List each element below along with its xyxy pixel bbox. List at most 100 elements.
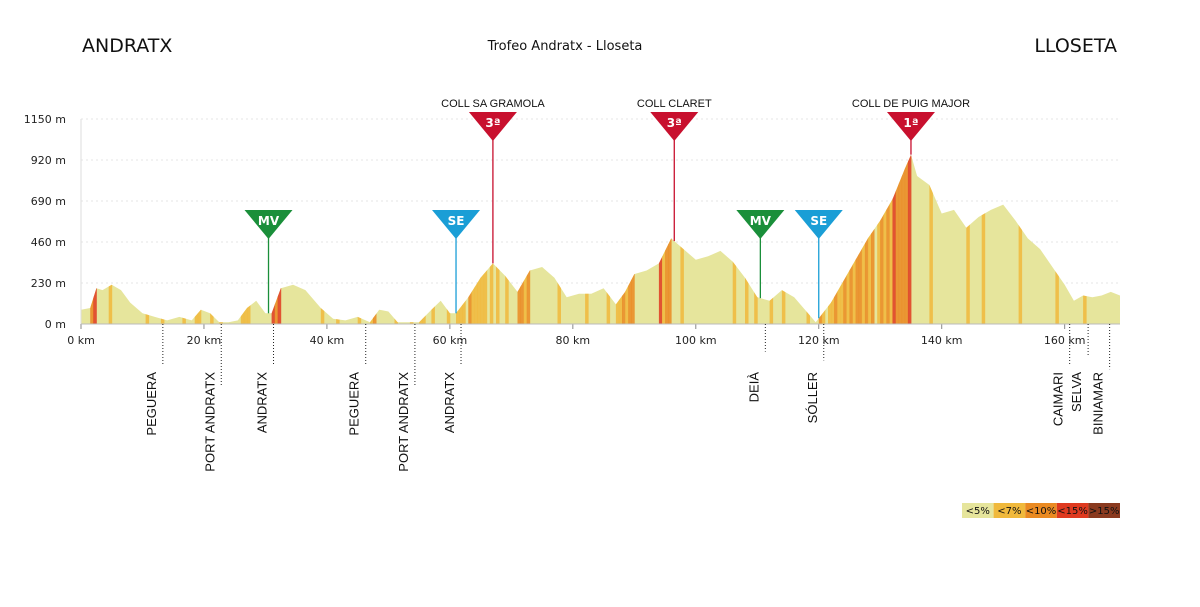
grade-stripe [557, 154, 561, 324]
grade-stripe [877, 154, 881, 324]
climb-marker: 3ª COLL CLARET [637, 98, 712, 242]
grade-stripe [929, 154, 933, 324]
sprint-triangle [736, 210, 785, 239]
sprint-label: SE [448, 214, 465, 228]
legend-swatch [962, 503, 994, 518]
legend-swatch [1088, 503, 1120, 518]
grade-stripe [981, 154, 986, 324]
place-marker: SÓLLER [805, 324, 825, 423]
legend-label: >15% [1089, 506, 1120, 517]
grade-stripe [1018, 154, 1023, 324]
grade-stripe [901, 154, 906, 324]
climb-name-label: COLL DE PUIG MAJOR [852, 98, 970, 110]
axes: 0 m 230 m 460 m 690 m 920 m 1150 m 0 km 20 km 40… [24, 113, 1120, 347]
y-tick-label: 920 m [31, 154, 66, 167]
sprint-marker: SE [432, 210, 481, 314]
legend-item: <15% [1056, 503, 1089, 518]
place-marker: BINIAMAR [1091, 324, 1111, 435]
sprint-marker: SE [794, 210, 843, 319]
place-label: PEGUERA [347, 372, 362, 436]
place-label: PORT ANDRATX [202, 372, 217, 472]
y-tick-label: 690 m [31, 195, 66, 208]
x-tick-label: 0 km [67, 334, 95, 347]
grade-stripe [852, 154, 857, 324]
place-label: PEGUERA [144, 372, 159, 436]
grade-stripe [867, 154, 872, 324]
grade-stripe [883, 154, 887, 324]
legend-swatch [993, 503, 1026, 518]
place-marker: PORT ANDRATX [202, 324, 222, 472]
legend-label: <5% [966, 506, 990, 517]
climb-category-label: 3ª [667, 116, 682, 130]
grade-stripe [904, 154, 909, 324]
climb-name-label: COLL CLARET [637, 98, 712, 110]
grade-stripe [197, 154, 202, 324]
place-label: ANDRATX [442, 372, 457, 433]
grade-legend: <5% <7% <10% <15% >15% [962, 503, 1120, 518]
legend-item: <10% [1025, 503, 1057, 518]
climb-marker: 1ª COLL DE PUIG MAJOR [852, 98, 970, 155]
climb-category-triangle [650, 112, 699, 141]
route-markers: 3ª COLL SA GRAMOLA 3ª COLL CLARET 1ª COLL DE … [244, 98, 970, 319]
climb-category-triangle [886, 112, 935, 141]
legend-swatch [1025, 503, 1057, 518]
x-tick-label: 140 km [921, 334, 963, 347]
legend-label: <7% [997, 506, 1021, 517]
start-town-label: ANDRATX [82, 35, 172, 57]
y-tick-label: 460 m [31, 236, 66, 249]
place-label: CAIMARI [1051, 372, 1066, 426]
climb-category-label: 1ª [903, 116, 918, 130]
x-tick-label: 160 km [1044, 334, 1086, 347]
grade-stripe [880, 154, 884, 324]
grade-stripe [898, 154, 903, 324]
place-marker: ANDRATX [255, 324, 275, 433]
grade-stripe [886, 154, 890, 324]
climb-category-triangle [468, 112, 517, 141]
grade-stripe [892, 154, 896, 324]
grade-stripe [907, 154, 912, 324]
place-label: ANDRATX [255, 372, 270, 433]
grade-stripe [871, 154, 875, 324]
x-tick-label: 60 km [433, 334, 468, 347]
place-marker: ANDRATX [442, 324, 462, 433]
finish-town-label: LLOSETA [1034, 35, 1117, 57]
grade-stripe [517, 154, 521, 324]
place-label: SELVA [1069, 372, 1084, 412]
sprint-label: MV [750, 214, 772, 228]
grade-stripe [373, 154, 377, 324]
climb-category-label: 3ª [485, 116, 500, 130]
x-tick-label: 80 km [556, 334, 591, 347]
grade-stripe [277, 154, 282, 324]
sprint-triangle [432, 210, 481, 239]
grade-stripe [895, 154, 900, 324]
legend-item: <5% [962, 503, 994, 518]
sprint-label: SE [810, 214, 827, 228]
sprint-triangle [244, 210, 293, 239]
x-tick-label: 100 km [675, 334, 717, 347]
place-marker: DEIÀ [746, 324, 766, 403]
sprint-marker: MV [244, 210, 293, 314]
climb-name-label: COLL SA GRAMOLA [441, 98, 545, 110]
sprint-triangle [794, 210, 843, 239]
y-tick-label: 1150 m [24, 113, 66, 126]
x-tick-label: 20 km [187, 334, 222, 347]
climb-marker: 3ª COLL SA GRAMOLA [441, 98, 545, 264]
chart-title: Trofeo Andratx - Lloseta [487, 39, 643, 54]
place-marker: PEGUERA [144, 324, 164, 436]
profile-area [81, 154, 1120, 324]
x-tick-label: 120 km [798, 334, 840, 347]
place-label: DEIÀ [746, 372, 761, 403]
x-tick-label: 40 km [310, 334, 345, 347]
sprint-marker: MV [736, 210, 785, 299]
grade-stripe [357, 154, 362, 324]
place-marker: CAIMARI [1051, 324, 1071, 426]
place-marker: SELVA [1069, 324, 1089, 412]
grade-stripe [828, 154, 832, 324]
grade-stripe [889, 154, 893, 324]
place-labels: PEGUERA PORT ANDRATX ANDRATX PEGUERA PORT AN… [144, 324, 1111, 472]
y-tick-label: 230 m [31, 277, 66, 290]
legend-item: >15% [1088, 503, 1120, 518]
y-tick-label: 0 m [45, 318, 66, 331]
